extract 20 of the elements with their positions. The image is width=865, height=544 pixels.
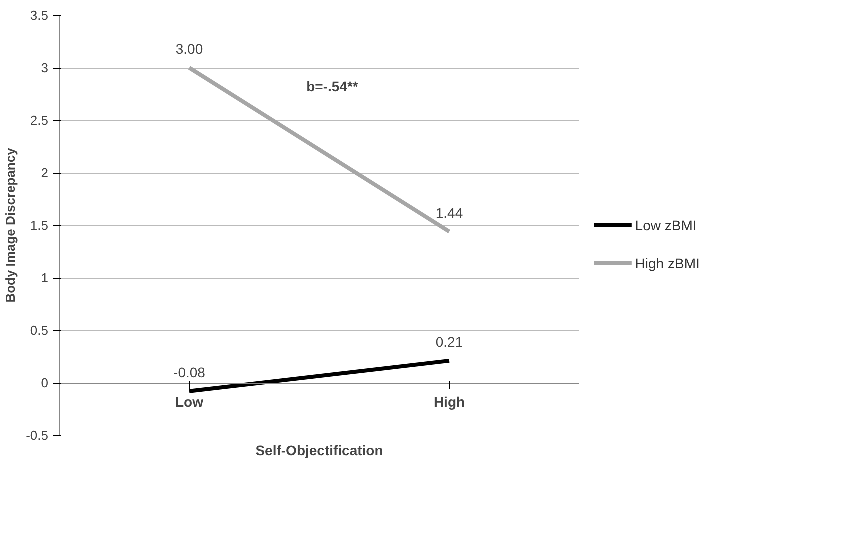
legend-label: Low zBMI bbox=[635, 217, 697, 234]
x-axis-title: Self-Objectification bbox=[256, 442, 384, 458]
y-axis-title: Body Image Discrepancy bbox=[3, 147, 18, 303]
annotation: b=-.54** bbox=[306, 78, 359, 94]
data-label: -0.08 bbox=[174, 364, 206, 380]
data-label: 1.44 bbox=[436, 204, 464, 221]
legend-label: High zBMI bbox=[635, 256, 700, 272]
y-tick-label: 0.5 bbox=[30, 323, 49, 338]
data-label: 0.21 bbox=[436, 334, 464, 350]
y-tick-label: 2 bbox=[41, 166, 49, 180]
y-tick-label: 3 bbox=[41, 60, 49, 76]
x-tick-label: High bbox=[434, 394, 466, 410]
data-label: 3.00 bbox=[176, 41, 204, 57]
y-tick-label: -0.5 bbox=[26, 428, 49, 443]
y-tick-label: 0 bbox=[41, 376, 49, 390]
y-tick-label: 2.5 bbox=[30, 113, 49, 128]
x-tick-label: Low bbox=[176, 394, 204, 410]
y-tick-label: 3.5 bbox=[30, 8, 49, 23]
y-tick-label: 1 bbox=[41, 270, 49, 286]
y-tick-label: 1.5 bbox=[30, 218, 49, 233]
